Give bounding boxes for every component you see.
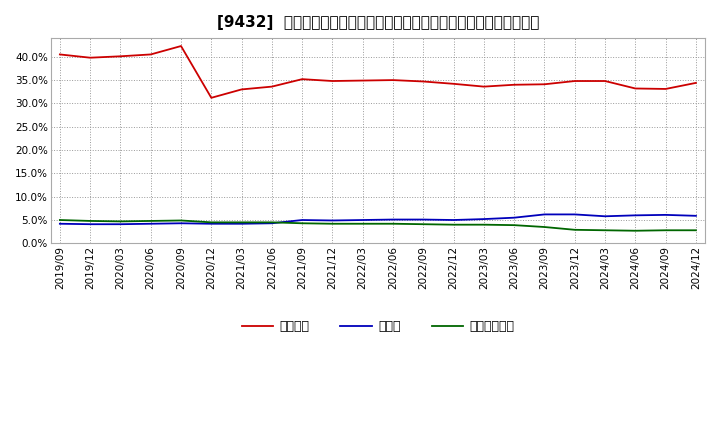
自己資本 (540, 82, 549, 87)
繰延税金資産 (176, 218, 185, 223)
Legend: 自己資本, のれん, 繰延税金資産: 自己資本, のれん, 繰延税金資産 (237, 315, 519, 338)
繰延税金資産 (268, 220, 276, 225)
のれん (570, 212, 579, 217)
繰延税金資産 (238, 220, 246, 225)
繰延税金資産 (146, 218, 155, 224)
自己資本 (268, 84, 276, 89)
Line: 繰延税金資産: 繰延税金資産 (60, 220, 696, 231)
のれん (449, 217, 458, 223)
のれん (298, 217, 307, 223)
自己資本 (55, 52, 64, 57)
のれん (359, 217, 367, 223)
のれん (480, 216, 488, 222)
繰延税金資産 (116, 219, 125, 224)
自己資本 (298, 77, 307, 82)
自己資本 (480, 84, 488, 89)
自己資本 (176, 44, 185, 49)
のれん (540, 212, 549, 217)
自己資本 (146, 52, 155, 57)
自己資本 (86, 55, 94, 60)
繰延税金資産 (631, 228, 639, 233)
のれん (600, 214, 609, 219)
Line: のれん: のれん (60, 214, 696, 224)
自己資本 (238, 87, 246, 92)
自己資本 (449, 81, 458, 86)
のれん (238, 221, 246, 227)
自己資本 (207, 95, 215, 100)
繰延税金資産 (661, 227, 670, 233)
自己資本 (116, 54, 125, 59)
自己資本 (631, 86, 639, 91)
のれん (268, 220, 276, 226)
のれん (176, 220, 185, 226)
のれん (207, 221, 215, 227)
繰延税金資産 (510, 223, 518, 228)
繰延税金資産 (419, 222, 428, 227)
繰延税金資産 (540, 224, 549, 230)
繰延税金資産 (55, 217, 64, 223)
自己資本 (359, 78, 367, 83)
繰延税金資産 (570, 227, 579, 232)
自己資本 (328, 78, 337, 84)
Title: [9432]  自己資本、のれん、繰延税金資産の総資産に対する比率の推移: [9432] 自己資本、のれん、繰延税金資産の総資産に対する比率の推移 (217, 15, 539, 30)
自己資本 (692, 80, 701, 85)
のれん (631, 213, 639, 218)
自己資本 (419, 79, 428, 84)
繰延税金資産 (359, 221, 367, 227)
繰延税金資産 (298, 220, 307, 226)
のれん (116, 222, 125, 227)
のれん (692, 213, 701, 218)
繰延税金資産 (328, 221, 337, 227)
繰延税金資産 (600, 227, 609, 233)
のれん (86, 222, 94, 227)
繰延税金資産 (480, 222, 488, 227)
繰延税金資産 (389, 221, 397, 227)
のれん (55, 221, 64, 227)
のれん (328, 218, 337, 223)
繰延税金資産 (449, 222, 458, 227)
繰延税金資産 (86, 218, 94, 224)
繰延税金資産 (692, 227, 701, 233)
自己資本 (510, 82, 518, 88)
Line: 自己資本: 自己資本 (60, 46, 696, 98)
のれん (419, 217, 428, 222)
自己資本 (600, 78, 609, 84)
のれん (146, 221, 155, 227)
自己資本 (389, 77, 397, 83)
繰延税金資産 (207, 220, 215, 225)
のれん (510, 215, 518, 220)
のれん (389, 217, 397, 222)
自己資本 (570, 78, 579, 84)
自己資本 (661, 86, 670, 92)
のれん (661, 212, 670, 217)
